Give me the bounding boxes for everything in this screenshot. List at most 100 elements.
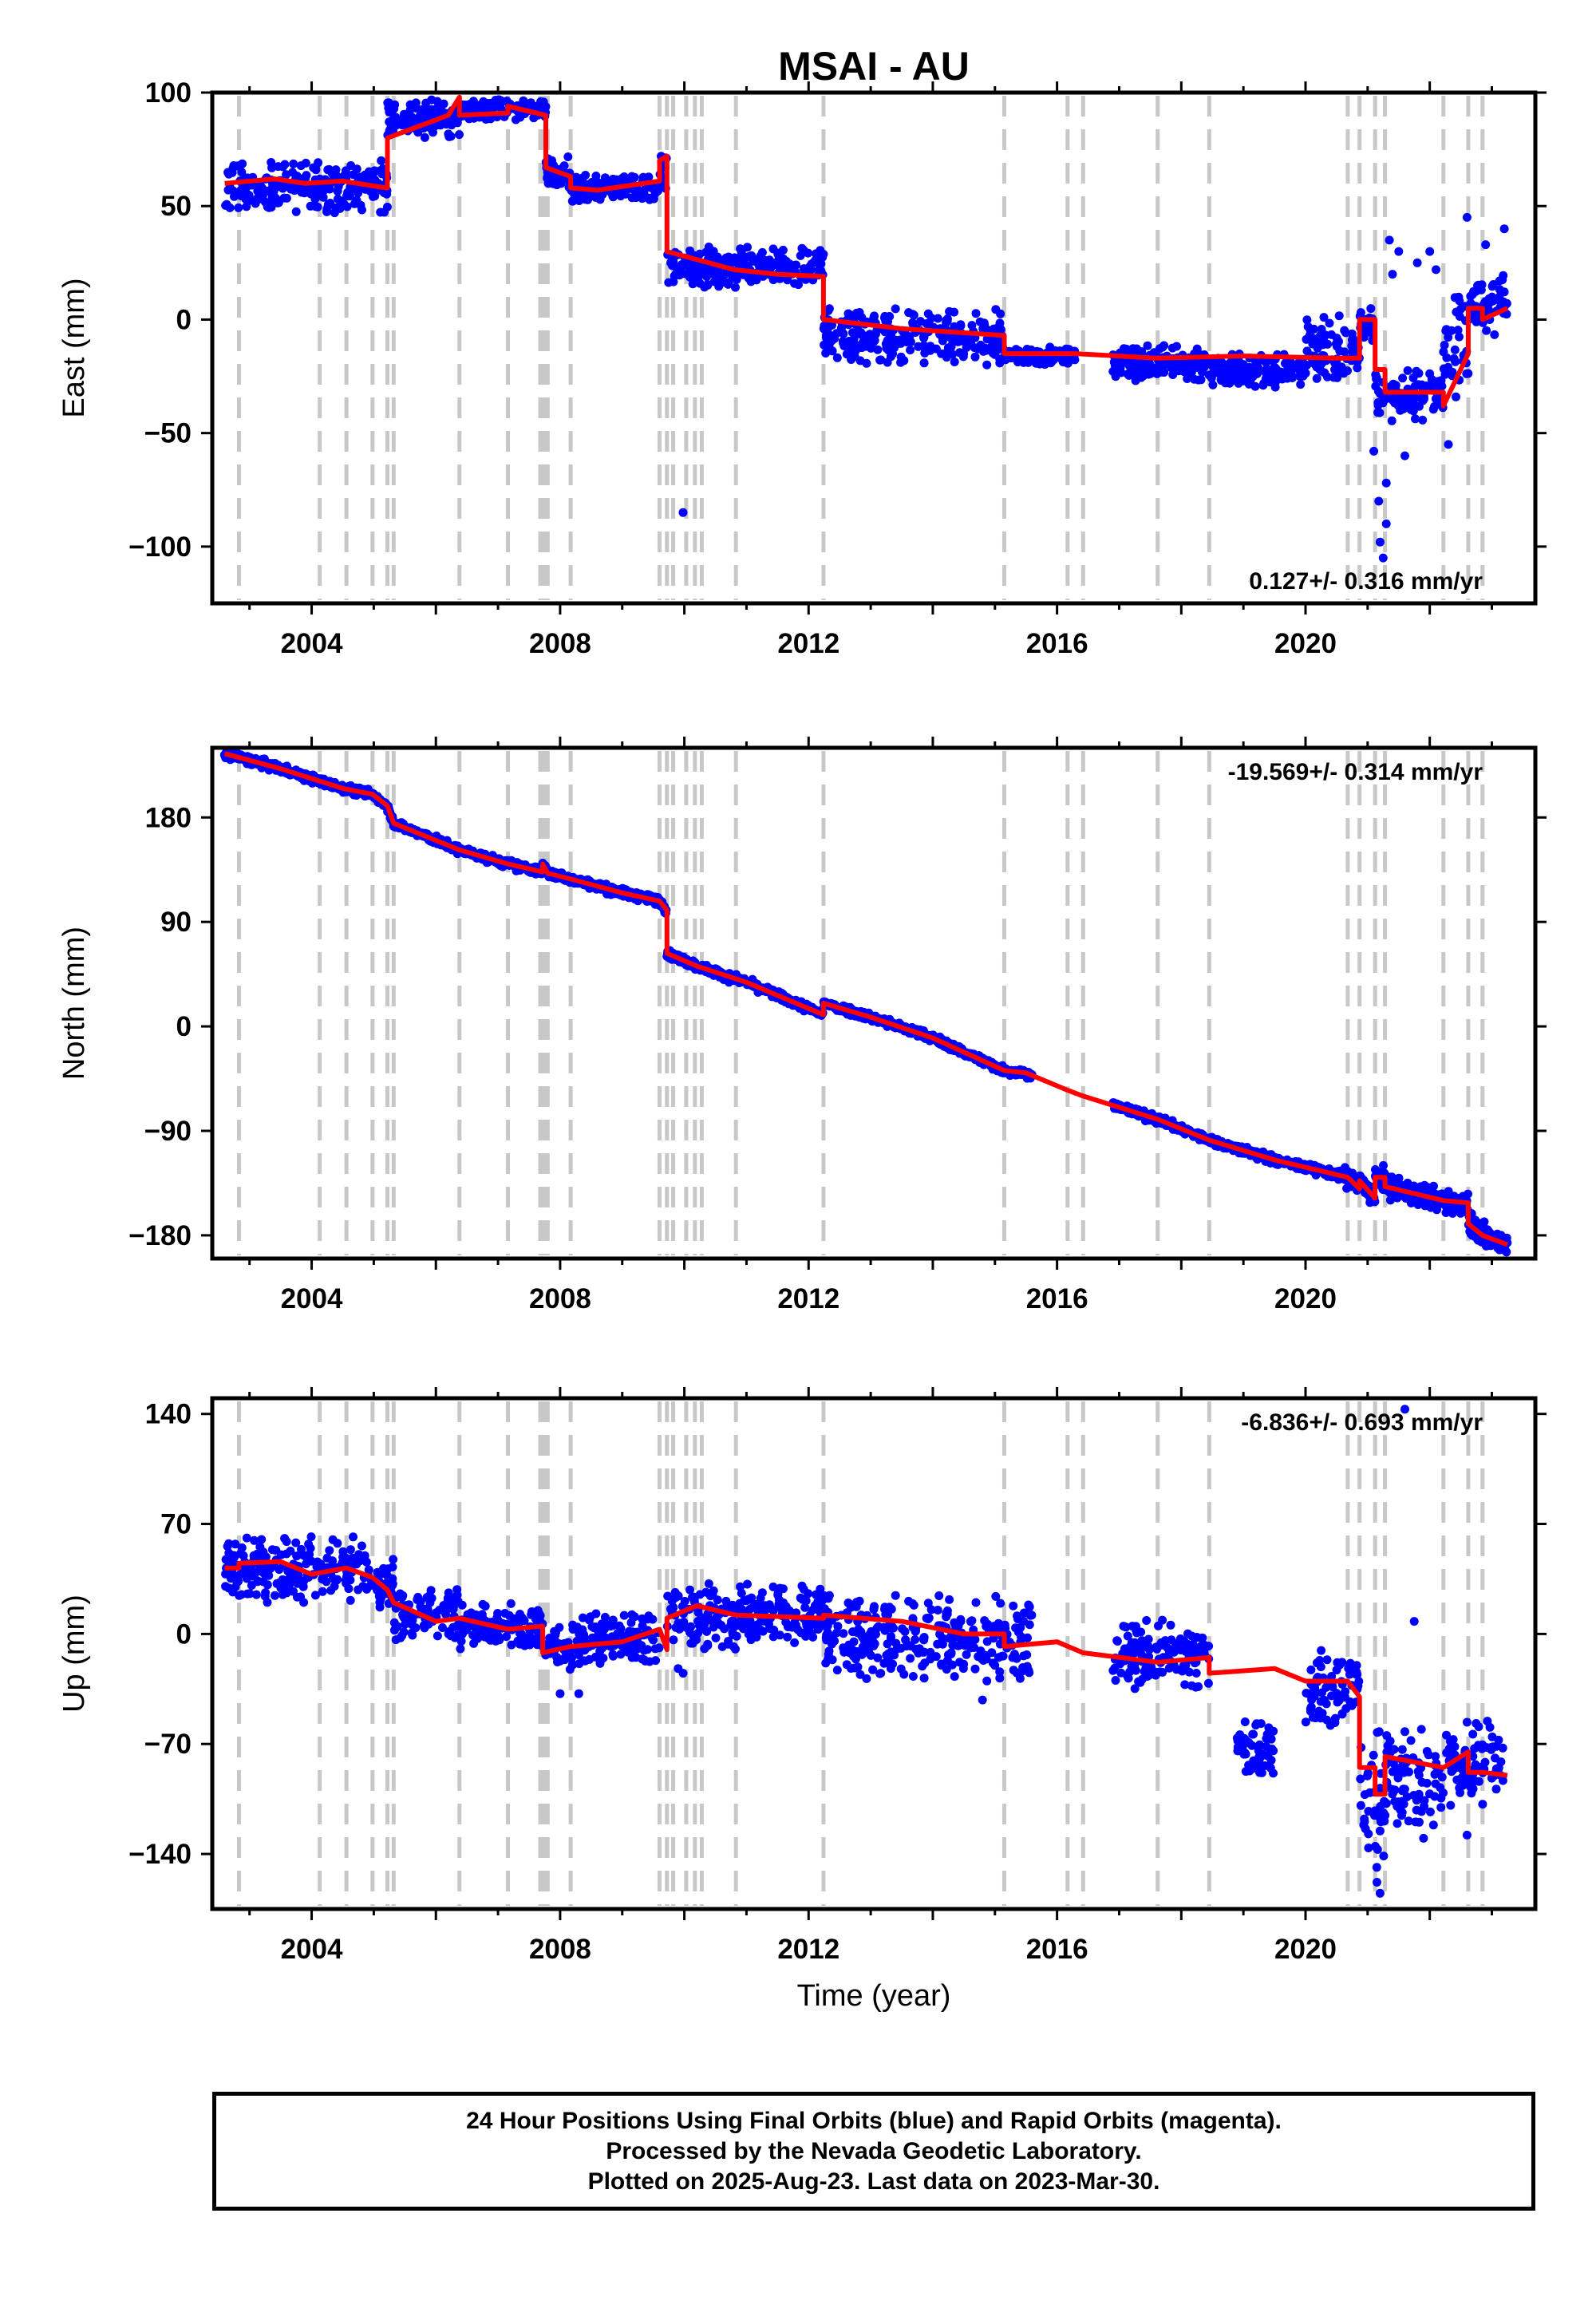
data-point bbox=[255, 1542, 265, 1551]
data-point bbox=[401, 1619, 410, 1629]
y-tick-label: 180 bbox=[145, 802, 192, 833]
data-point bbox=[1323, 339, 1333, 349]
data-point bbox=[239, 1567, 249, 1576]
data-point bbox=[267, 192, 277, 202]
data-point bbox=[266, 1563, 275, 1573]
data-point bbox=[873, 345, 883, 354]
plot-frame bbox=[210, 745, 1538, 1261]
data-point bbox=[223, 1542, 232, 1551]
data-point bbox=[708, 249, 717, 259]
data-point bbox=[1348, 1168, 1357, 1178]
data-point bbox=[1343, 366, 1352, 376]
data-point bbox=[1479, 1217, 1489, 1227]
data-point bbox=[1190, 374, 1199, 384]
data-point bbox=[706, 265, 716, 275]
data-point bbox=[753, 255, 762, 264]
data-point bbox=[486, 1635, 496, 1645]
data-point bbox=[1375, 537, 1385, 547]
data-point bbox=[987, 342, 997, 351]
data-point bbox=[1381, 519, 1391, 528]
data-point bbox=[1333, 373, 1342, 382]
daily-positions bbox=[219, 748, 1512, 1257]
data-point bbox=[1412, 258, 1422, 267]
data-point bbox=[399, 1627, 409, 1637]
data-point bbox=[405, 105, 415, 114]
data-point bbox=[534, 1608, 543, 1618]
chart-title: MSAI - AU bbox=[778, 44, 970, 89]
data-point bbox=[234, 203, 243, 212]
data-point bbox=[1310, 359, 1319, 369]
data-point bbox=[1131, 376, 1140, 385]
data-point bbox=[645, 195, 654, 204]
data-point bbox=[1373, 408, 1383, 417]
data-point bbox=[1158, 342, 1167, 352]
data-point bbox=[567, 196, 577, 206]
data-point bbox=[783, 275, 792, 285]
data-point bbox=[842, 350, 851, 359]
data-point bbox=[239, 1551, 248, 1560]
data-point bbox=[296, 1592, 306, 1602]
data-point bbox=[250, 1535, 259, 1545]
data-point bbox=[1455, 332, 1464, 342]
data-point bbox=[704, 242, 713, 251]
data-point bbox=[288, 168, 298, 177]
data-point bbox=[922, 319, 931, 328]
data-point bbox=[448, 1604, 458, 1614]
data-point bbox=[306, 201, 315, 211]
x-tick-label: 2020 bbox=[1274, 1283, 1337, 1314]
data-point bbox=[1302, 361, 1312, 370]
data-point bbox=[600, 173, 610, 183]
data-point bbox=[1481, 297, 1490, 306]
data-point bbox=[1440, 341, 1449, 350]
data-point bbox=[227, 1551, 236, 1559]
data-point bbox=[1441, 1208, 1451, 1217]
event-lines bbox=[236, 751, 1485, 1255]
data-point bbox=[1129, 358, 1139, 368]
data-point bbox=[743, 243, 752, 252]
data-point bbox=[923, 309, 933, 318]
data-point bbox=[1312, 373, 1321, 383]
data-point bbox=[379, 1563, 388, 1573]
data-point bbox=[1286, 360, 1295, 370]
data-point bbox=[1332, 342, 1341, 351]
data-point bbox=[398, 1610, 408, 1619]
data-point bbox=[1447, 326, 1456, 335]
data-point bbox=[982, 360, 992, 370]
x-tick-label: 2016 bbox=[1026, 628, 1088, 659]
data-point bbox=[926, 346, 935, 355]
data-point bbox=[429, 128, 437, 137]
data-point bbox=[318, 1587, 327, 1596]
data-point bbox=[1356, 308, 1365, 318]
data-point bbox=[990, 350, 1000, 359]
data-point bbox=[382, 202, 392, 211]
data-point bbox=[285, 1579, 294, 1589]
data-point bbox=[1197, 367, 1207, 377]
data-point bbox=[326, 1586, 336, 1595]
data-point bbox=[766, 263, 776, 273]
data-point bbox=[591, 192, 600, 202]
data-point bbox=[1258, 381, 1268, 390]
data-point bbox=[1490, 330, 1499, 339]
data-point bbox=[225, 203, 235, 212]
data-point bbox=[397, 1593, 407, 1602]
data-point bbox=[347, 1553, 357, 1563]
data-point bbox=[349, 1532, 358, 1542]
data-point bbox=[1374, 496, 1384, 506]
data-point bbox=[1159, 368, 1169, 377]
data-point bbox=[1371, 370, 1381, 379]
data-point bbox=[231, 1583, 240, 1592]
data-point bbox=[421, 98, 431, 108]
data-point bbox=[1495, 285, 1504, 294]
data-point bbox=[731, 283, 740, 292]
data-point bbox=[271, 1591, 279, 1600]
data-point bbox=[896, 352, 906, 362]
data-point bbox=[1488, 296, 1498, 306]
data-point bbox=[1499, 271, 1508, 280]
data-point bbox=[702, 272, 712, 282]
data-point bbox=[555, 1622, 564, 1632]
data-point bbox=[1394, 247, 1404, 256]
data-point bbox=[685, 272, 694, 282]
y-tick-label: 100 bbox=[145, 77, 192, 109]
data-point bbox=[1429, 1181, 1438, 1191]
